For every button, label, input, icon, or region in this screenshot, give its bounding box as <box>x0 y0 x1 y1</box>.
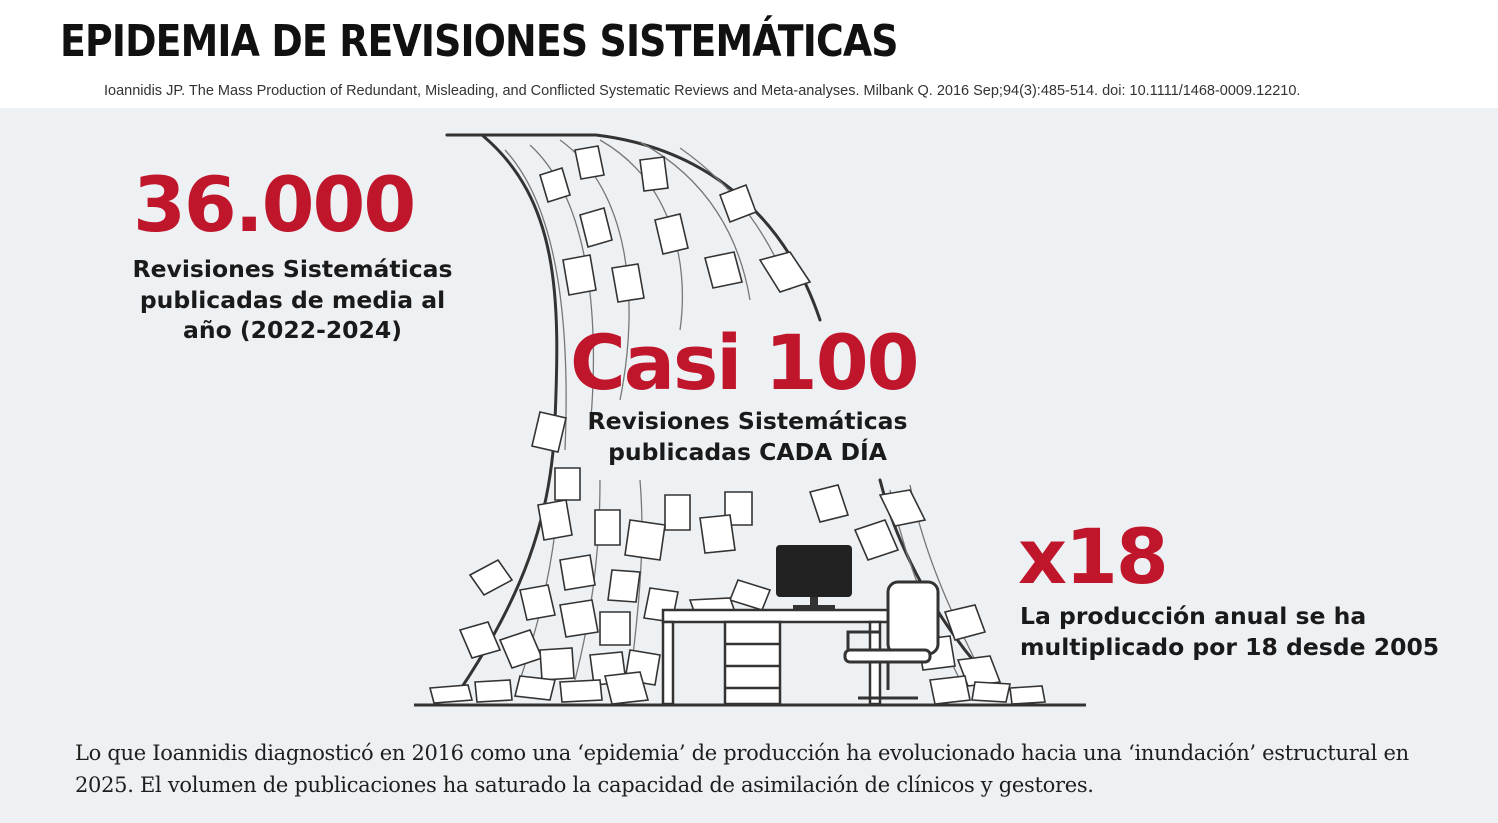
summary-paragraph: Lo que Ioannidis diagnosticó en 2016 com… <box>75 741 1409 797</box>
stat-daily-number: Casi 100 <box>570 318 919 407</box>
stat-daily-caption: Revisiones Sistemáticas publicadas CADA … <box>587 407 908 466</box>
citation: Ioannidis JP. The Mass Production of Red… <box>104 83 1301 99</box>
office-chair-icon <box>843 580 940 700</box>
stat-growth-caption: La producción anual se ha multiplicado p… <box>1020 602 1440 661</box>
desk-illustration <box>661 608 895 706</box>
stat-growth-number: x18 <box>1018 512 1169 601</box>
stat-annual-caption: Revisiones Sistemáticas publicadas de me… <box>132 255 453 345</box>
falling-papers <box>428 145 1046 705</box>
stat-annual-number: 36.000 <box>133 160 416 249</box>
page-title: EPIDEMIA DE REVISIONES SISTEMÁTICAS <box>60 16 899 67</box>
monitor-icon <box>776 545 852 610</box>
